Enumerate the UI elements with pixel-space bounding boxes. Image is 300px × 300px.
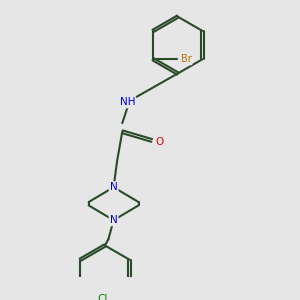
Text: Cl: Cl [97,293,108,300]
Text: N: N [110,182,118,192]
Text: O: O [155,137,164,147]
Text: N: N [110,215,118,225]
Text: Br: Br [181,54,191,64]
Text: NH: NH [120,97,135,107]
